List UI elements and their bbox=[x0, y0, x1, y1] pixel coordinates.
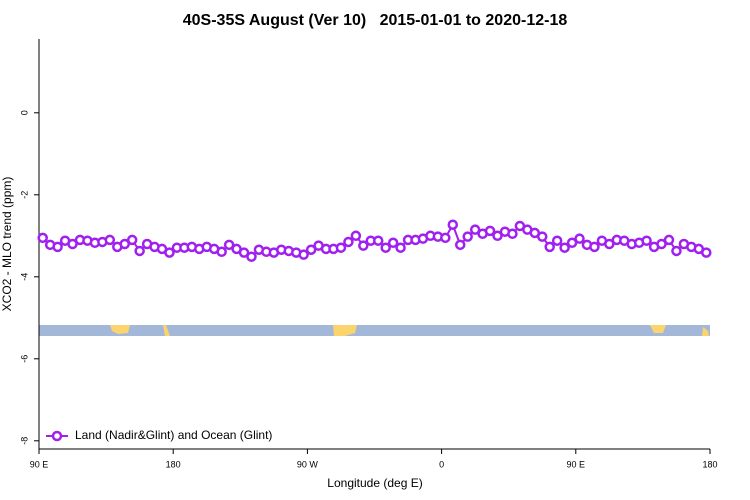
point bbox=[447, 219, 459, 230]
point bbox=[440, 232, 451, 244]
point bbox=[358, 240, 369, 251]
x-tick-label: 180 bbox=[166, 459, 181, 469]
x-axis-label: Longitude (deg E) bbox=[327, 476, 422, 490]
y-tick-label: -2 bbox=[19, 191, 29, 199]
point bbox=[350, 230, 362, 242]
point bbox=[663, 234, 675, 246]
point bbox=[566, 237, 578, 249]
land-map-strip bbox=[39, 325, 710, 336]
point bbox=[537, 231, 548, 242]
point bbox=[559, 242, 570, 253]
point bbox=[134, 245, 145, 257]
point bbox=[223, 239, 235, 251]
x-tick-label: 90 W bbox=[297, 459, 319, 469]
point bbox=[238, 247, 250, 258]
point bbox=[343, 236, 354, 248]
y-tick-label: 0 bbox=[19, 110, 29, 115]
land bbox=[110, 325, 130, 334]
point bbox=[454, 239, 466, 251]
x-tick-label: 90 E bbox=[30, 459, 49, 469]
land bbox=[702, 327, 709, 336]
point bbox=[544, 241, 555, 253]
point bbox=[372, 235, 384, 246]
chart-title: 40S-35S August (Ver 10) 2015-01-01 to 20… bbox=[183, 12, 568, 29]
y-tick-label: -4 bbox=[19, 273, 29, 281]
point bbox=[387, 237, 399, 249]
legend-label: Land (Nadir&Glint) and Ocean (Glint) bbox=[75, 428, 272, 442]
y-axis-label: XCO2 - MLO trend (ppm) bbox=[0, 177, 14, 312]
point bbox=[469, 224, 481, 235]
point bbox=[305, 244, 317, 255]
point bbox=[641, 235, 652, 246]
point bbox=[335, 242, 347, 253]
point bbox=[701, 247, 712, 258]
point bbox=[574, 233, 585, 244]
y-tick-label: -6 bbox=[19, 355, 29, 363]
y-tick-label: -8 bbox=[19, 437, 29, 445]
x-tick-label: 0 bbox=[439, 459, 444, 469]
point bbox=[395, 242, 406, 253]
point bbox=[298, 249, 309, 260]
point bbox=[656, 238, 667, 250]
point bbox=[484, 225, 496, 237]
point bbox=[67, 238, 78, 250]
point bbox=[246, 251, 257, 262]
land bbox=[333, 325, 357, 336]
ocean-strip bbox=[39, 325, 710, 336]
legend-marker bbox=[51, 430, 63, 442]
point bbox=[589, 241, 600, 253]
point bbox=[126, 234, 138, 246]
point bbox=[119, 238, 130, 250]
point bbox=[52, 241, 63, 253]
point bbox=[380, 242, 391, 253]
land bbox=[650, 325, 666, 333]
point bbox=[551, 235, 563, 246]
point bbox=[37, 232, 48, 244]
point bbox=[492, 230, 503, 242]
point bbox=[462, 231, 473, 242]
point bbox=[104, 234, 116, 246]
point bbox=[164, 247, 175, 258]
point bbox=[216, 246, 227, 258]
land bbox=[163, 325, 170, 336]
point bbox=[604, 238, 615, 250]
point bbox=[671, 245, 682, 257]
x-tick-label: 180 bbox=[702, 459, 717, 469]
x-tick-label: 90 E bbox=[567, 459, 586, 469]
point bbox=[507, 228, 518, 239]
